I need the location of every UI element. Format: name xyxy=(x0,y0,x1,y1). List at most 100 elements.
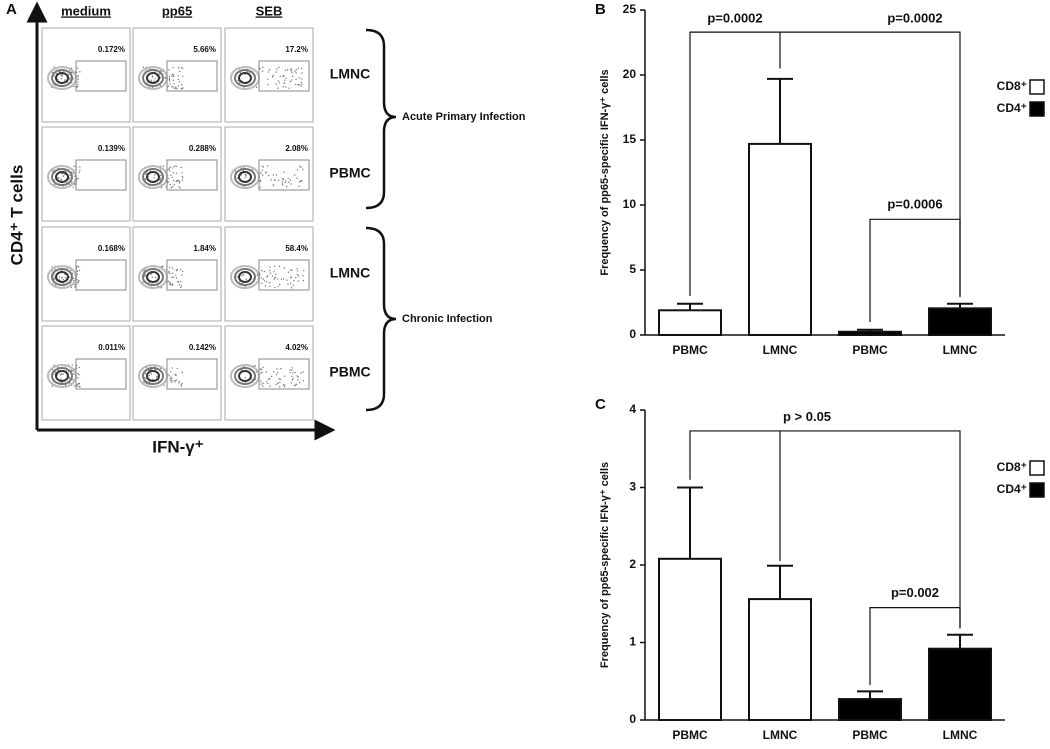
event-dot xyxy=(76,76,79,78)
flow-plot xyxy=(132,226,222,322)
event-dot xyxy=(289,179,292,181)
event-dot xyxy=(171,75,173,78)
event-dot xyxy=(271,76,274,78)
event-dot xyxy=(167,168,169,171)
event-dot xyxy=(287,283,289,285)
event-dot xyxy=(171,377,173,380)
event-dot xyxy=(78,366,81,369)
event-dot xyxy=(286,69,289,71)
event-dot xyxy=(273,271,275,273)
event-dot xyxy=(262,382,264,384)
event-dot xyxy=(295,68,298,71)
event-dot xyxy=(150,373,153,375)
event-dot xyxy=(295,383,298,386)
event-dot xyxy=(144,269,146,271)
event-dot xyxy=(284,79,286,81)
x-tick-label: PBMC xyxy=(672,343,708,357)
event-dot xyxy=(156,376,158,378)
event-dot xyxy=(241,274,243,277)
event-dot xyxy=(296,169,299,171)
event-dot xyxy=(71,364,73,366)
event-dot xyxy=(171,176,174,179)
event-dot xyxy=(267,78,269,81)
event-dot xyxy=(291,71,293,73)
event-dot xyxy=(60,373,62,375)
event-dot xyxy=(291,367,294,369)
event-dot xyxy=(178,67,180,69)
legend-label: CD8⁺ xyxy=(997,79,1027,93)
group-label: Chronic Infection xyxy=(402,313,493,325)
event-dot xyxy=(296,177,298,179)
event-dot xyxy=(64,79,66,81)
row-label: LMNC xyxy=(330,66,370,82)
event-dot xyxy=(295,72,297,74)
percentage-label: 17.2% xyxy=(285,45,308,54)
event-dot xyxy=(277,80,280,82)
event-dot xyxy=(53,364,55,366)
event-dot xyxy=(77,75,80,77)
brace xyxy=(365,226,397,412)
event-dot xyxy=(234,170,237,172)
event-dot xyxy=(302,371,304,373)
event-dot xyxy=(294,70,296,72)
event-dot xyxy=(286,279,288,281)
event-dot xyxy=(163,384,165,387)
event-dot xyxy=(273,371,275,373)
event-dot xyxy=(281,184,284,186)
event-dot xyxy=(170,174,172,176)
event-dot xyxy=(152,76,154,78)
event-dot xyxy=(261,269,263,272)
event-dot xyxy=(173,183,175,186)
event-dot xyxy=(290,382,293,384)
event-dot xyxy=(150,79,153,81)
event-dot xyxy=(266,276,268,278)
event-dot xyxy=(168,167,171,169)
event-dot xyxy=(261,368,263,371)
population-contour xyxy=(55,72,69,84)
event-dot xyxy=(72,277,75,280)
event-dot xyxy=(292,284,295,287)
event-dot xyxy=(72,378,74,381)
event-dot xyxy=(176,268,178,271)
legend-label: CD4⁺ xyxy=(997,101,1027,115)
event-dot xyxy=(295,276,297,279)
event-dot xyxy=(64,384,67,386)
event-dot xyxy=(262,166,264,168)
event-dot xyxy=(269,269,271,272)
event-dot xyxy=(167,280,169,283)
event-dot xyxy=(177,78,180,80)
event-dot xyxy=(55,371,57,373)
event-dot xyxy=(260,380,262,382)
population-contour xyxy=(142,69,164,87)
y-tick-label: 25 xyxy=(623,2,637,16)
event-dot xyxy=(267,71,270,73)
event-dot xyxy=(178,181,181,183)
event-dot xyxy=(289,372,291,374)
event-dot xyxy=(261,165,263,167)
event-dot xyxy=(278,283,281,286)
event-dot xyxy=(172,172,175,174)
event-dot xyxy=(60,77,63,80)
event-dot xyxy=(284,69,287,72)
event-dot xyxy=(269,281,271,284)
y-tick-label: 15 xyxy=(623,132,637,146)
event-dot xyxy=(174,379,177,382)
y-axis-label: CD4⁺ T cells xyxy=(7,165,26,266)
population-contour xyxy=(234,69,256,87)
panel-label: B xyxy=(595,1,606,18)
event-dot xyxy=(167,85,169,87)
event-dot xyxy=(177,281,180,283)
event-dot xyxy=(78,269,81,272)
event-dot xyxy=(291,79,293,81)
event-dot xyxy=(78,382,81,385)
panel-label: C xyxy=(595,396,606,413)
percentage-label: 0.139% xyxy=(98,144,125,153)
event-dot xyxy=(180,166,182,169)
event-dot xyxy=(262,174,264,176)
event-dot xyxy=(54,183,56,186)
group-label: Acute Primary Infection xyxy=(402,111,526,123)
bar xyxy=(748,142,812,336)
event-dot xyxy=(270,375,273,378)
event-dot xyxy=(170,381,173,383)
event-dot xyxy=(62,172,64,175)
